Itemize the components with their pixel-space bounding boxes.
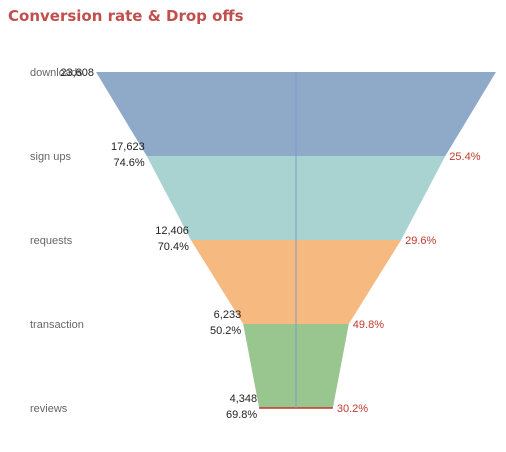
stage-label-transaction: transaction (30, 319, 84, 331)
drop-off-label-reviews: 30.2% (337, 403, 368, 415)
count-label-reviews: 4,348 (230, 393, 258, 405)
stage-label-downloads: downloads (30, 67, 83, 79)
drop-off-label-transaction: 49.8% (353, 319, 384, 331)
drop-off-label-sign-ups: 25.4% (449, 151, 480, 163)
conversion-label-transaction: 50.2% (210, 325, 241, 337)
conversion-label-sign-ups: 74.6% (114, 157, 145, 169)
conversion-label-reviews: 69.8% (226, 409, 257, 421)
stage-label-reviews: reviews (30, 403, 68, 415)
count-label-transaction: 6,233 (214, 309, 242, 321)
drop-off-label-requests: 29.6% (405, 235, 436, 247)
count-label-sign-ups: 17,623 (111, 141, 145, 153)
count-label-requests: 12,406 (155, 225, 189, 237)
stage-label-sign-ups: sign ups (30, 151, 71, 163)
chart-title: Conversion rate & Drop offs (8, 7, 244, 25)
count-label-downloads: 23,608 (60, 67, 94, 79)
conversion-label-requests: 70.4% (158, 241, 189, 253)
stage-label-requests: requests (30, 235, 73, 247)
